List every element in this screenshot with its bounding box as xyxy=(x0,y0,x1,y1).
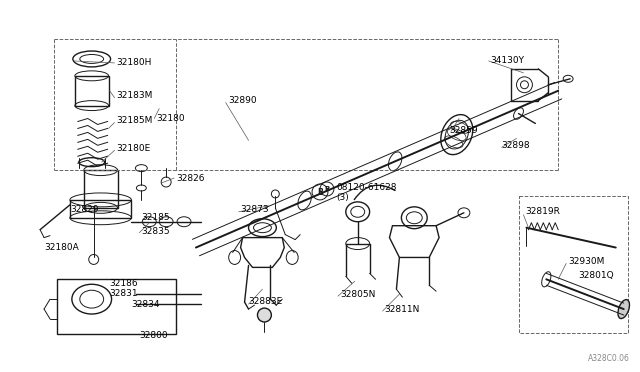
Text: 32180: 32180 xyxy=(156,114,185,123)
Text: 32883E: 32883E xyxy=(248,296,283,306)
Ellipse shape xyxy=(618,299,630,318)
Text: 08120-61628: 08120-61628 xyxy=(336,183,396,192)
Text: 32835: 32835 xyxy=(141,227,170,236)
Text: 32831: 32831 xyxy=(109,289,138,298)
Bar xyxy=(518,196,628,333)
Text: B: B xyxy=(324,186,330,192)
Text: 32183M: 32183M xyxy=(116,91,153,100)
Text: 34130Y: 34130Y xyxy=(491,57,525,65)
Text: B: B xyxy=(317,188,323,197)
Text: 32180H: 32180H xyxy=(116,58,152,67)
Text: 32834: 32834 xyxy=(131,299,160,309)
Text: 32805N: 32805N xyxy=(340,290,375,299)
Circle shape xyxy=(257,308,271,322)
Text: (3): (3) xyxy=(336,193,349,202)
Text: 32859: 32859 xyxy=(449,126,477,135)
Text: 32185M: 32185M xyxy=(116,116,153,125)
Text: 32829: 32829 xyxy=(70,205,99,214)
Text: 32811N: 32811N xyxy=(385,305,420,314)
Text: 32186: 32186 xyxy=(109,279,138,288)
Text: A328C0.06: A328C0.06 xyxy=(588,354,630,363)
Text: 32819R: 32819R xyxy=(525,207,561,216)
Bar xyxy=(75,76,109,106)
Text: 32185: 32185 xyxy=(141,213,170,222)
Text: 32801Q: 32801Q xyxy=(578,271,614,280)
Bar xyxy=(70,200,131,218)
Bar xyxy=(84,170,118,208)
Text: 32800: 32800 xyxy=(140,331,168,340)
Text: 32930M: 32930M xyxy=(568,257,605,266)
Text: 32826: 32826 xyxy=(176,174,205,183)
Bar xyxy=(57,279,176,334)
Text: 32898: 32898 xyxy=(502,141,531,150)
Text: 32180A: 32180A xyxy=(44,243,79,252)
Text: 32180E: 32180E xyxy=(116,144,151,153)
Text: 32873: 32873 xyxy=(241,205,269,214)
Text: 32890: 32890 xyxy=(228,96,257,105)
